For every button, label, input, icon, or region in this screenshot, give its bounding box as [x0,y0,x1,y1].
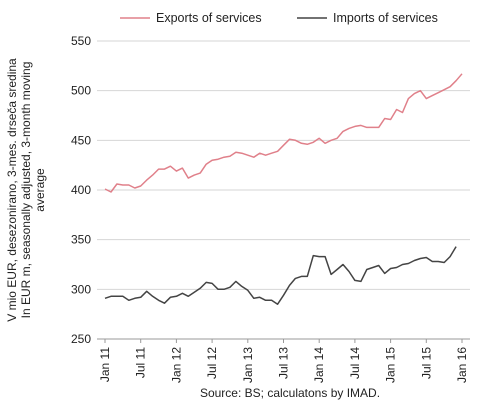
x-tick-label: Jul 14 [348,347,362,379]
x-tick-label: Jul 13 [277,347,291,379]
y-tick-label: 300 [71,282,91,296]
x-tick-label: Jul 12 [205,347,219,379]
source-note: Source: BS; calculatons by IMAD. [200,386,380,400]
x-tick-label: Jan 14 [312,347,326,383]
y-axis-title-line-3: average [33,168,47,212]
x-axis: Jan 11 Jul 11 Jan 12 Jul 12 Jan 13 Jul 13 Jan … [98,339,469,383]
y-axis: 250 300 350 400 450 500 550 [71,34,91,346]
y-tick-label: 500 [71,84,91,98]
y-tick-label: 400 [71,183,91,197]
legend: Exports of services Imports of services [120,11,438,25]
y-tick-label: 350 [71,233,91,247]
y-tick-label: 450 [71,133,91,147]
x-tick-label: Jul 15 [419,347,433,379]
gridlines [97,40,470,340]
y-axis-title-line-1: V mio EUR, desezonirano, 3-mes. drseča s… [5,58,19,322]
x-tick-label: Jan 12 [169,347,183,383]
x-tick-label: Jan 16 [455,347,469,383]
y-axis-title: V mio EUR, desezonirano, 3-mes. drseča s… [5,58,47,322]
x-tick-label: Jan 15 [384,347,398,383]
plot-lines [104,73,463,305]
legend-label-imports: Imports of services [333,11,438,25]
y-tick-label: 550 [71,34,91,48]
series-line-exports [104,73,463,193]
y-tick-label: 250 [71,332,91,346]
x-tick-label: Jan 11 [98,347,112,382]
series-line-imports [104,246,457,305]
legend-label-exports: Exports of services [156,11,262,25]
x-tick-label: Jan 13 [241,347,255,383]
x-tick-label: Jul 11 [134,347,148,378]
y-axis-title-line-2: In EUR m, seasonally adjusted, 3-month m… [19,62,33,319]
